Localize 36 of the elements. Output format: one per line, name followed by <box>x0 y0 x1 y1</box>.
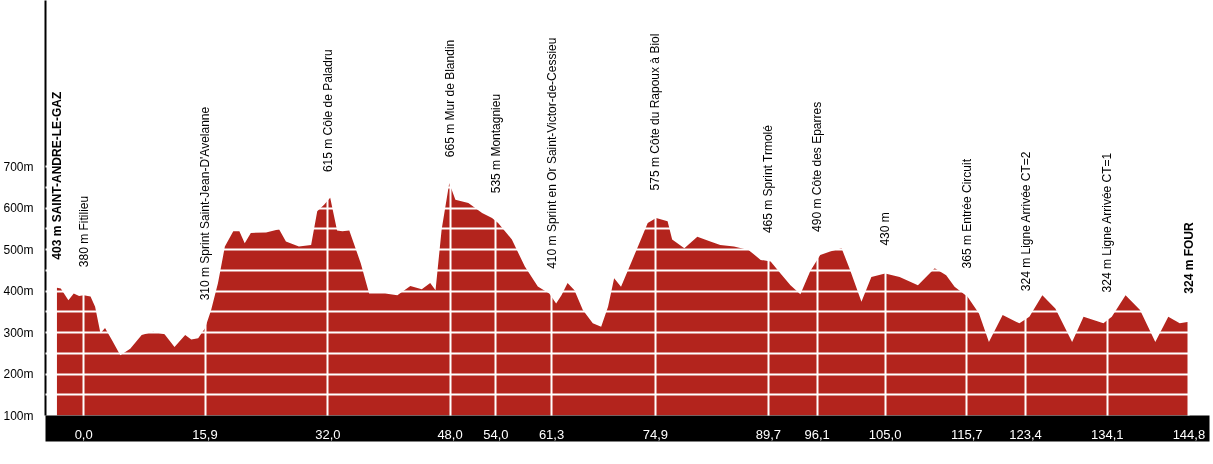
x-tick-label: 96,1 <box>804 426 830 442</box>
x-tick-label: 0,0 <box>74 426 93 442</box>
annotation: 365 m Entrée Circuit <box>959 158 974 269</box>
annotation: 575 m Côte du Rapoux à Biol <box>648 33 663 191</box>
y-tick-label: 200m <box>3 367 34 381</box>
annotation: 535 m Montagnieu <box>488 93 503 194</box>
y-tick-label: 700m <box>3 159 34 174</box>
y-tick-label: 300m <box>3 325 34 340</box>
annotation: 324 m Ligne Arrivée CT=1 <box>1100 152 1115 293</box>
annotation: 665 m Mur de Blandin <box>443 39 458 158</box>
y-tick-label: 400m <box>3 284 34 298</box>
x-tick-label: 61,3 <box>538 426 565 442</box>
x-tick-label: 123,4 <box>1009 426 1042 442</box>
annotation: 465 m Sprint Trmolé <box>761 124 776 234</box>
annotation: 310 m Sprint Saint-Jean-D'Avelanne <box>198 106 213 301</box>
x-tick-label: 89,7 <box>755 426 781 442</box>
x-tick-label: 48,0 <box>437 426 463 442</box>
annotation: 430 m <box>878 212 893 246</box>
x-tick-label: 15,9 <box>192 426 218 442</box>
annotation: 324 m Ligne Arrivée CT=2 <box>1018 151 1033 292</box>
annotation: 380 m Fitilieu <box>76 195 91 268</box>
annotation: 615 m Côle de Paladru <box>320 49 335 173</box>
x-tick-label: 32,0 <box>315 426 341 442</box>
x-tick-label: 144,8 <box>1172 426 1206 442</box>
x-tick-label: 54,0 <box>483 426 509 442</box>
x-tick-label: 134,1 <box>1090 426 1124 442</box>
annotation: 490 m Côte des Eparres <box>810 101 825 232</box>
x-tick-label: 74,9 <box>642 426 669 442</box>
annotation: 410 m Sprint en Or Saint-Victor-de-Cessieu <box>544 37 559 269</box>
y-tick-label: 600m <box>3 201 34 215</box>
annotation: 403 m SAINT-ANDRE-LE-GAZ <box>49 91 64 260</box>
y-tick-label: 100m <box>3 408 34 423</box>
y-tick-label: 500m <box>3 242 34 257</box>
x-tick-label: 105,0 <box>868 426 902 442</box>
annotation: 324 m FOUR <box>1181 222 1196 294</box>
x-tick-label: 115,7 <box>950 426 983 442</box>
